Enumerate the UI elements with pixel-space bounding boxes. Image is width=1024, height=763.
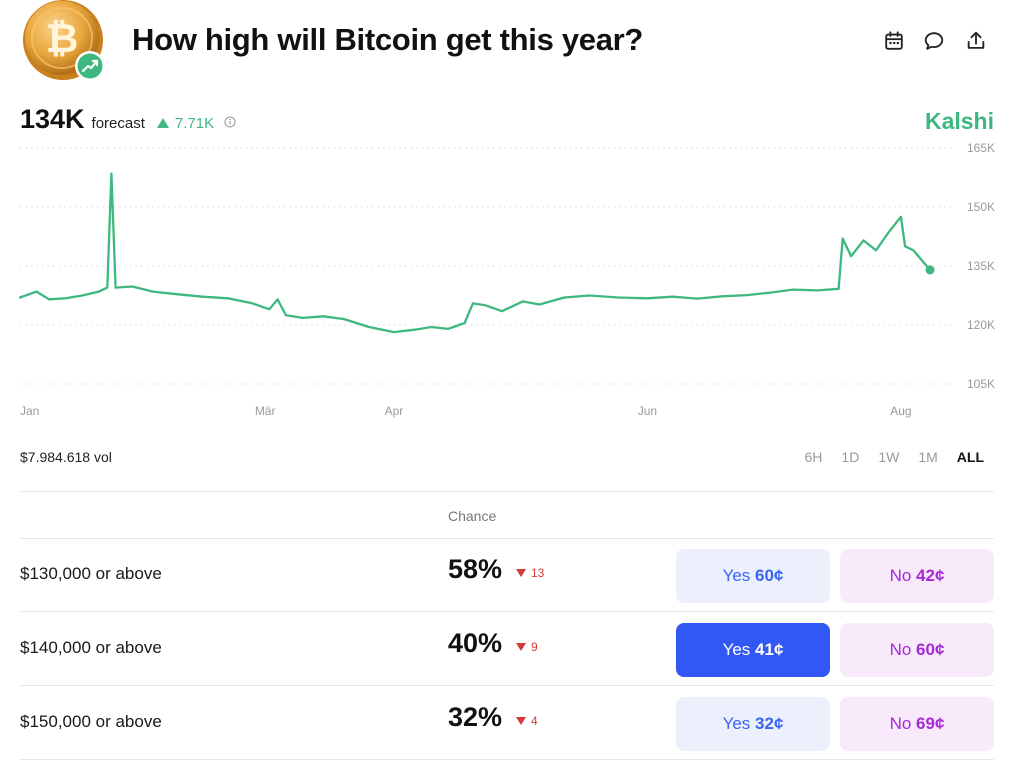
- y-axis: 165K 150K 135K 120K 105K: [967, 141, 995, 391]
- y-tick-label: 135K: [967, 259, 995, 273]
- range-all[interactable]: ALL: [956, 449, 984, 465]
- market-label: $140,000 or above: [20, 638, 162, 657]
- market-delta-value: 13: [531, 566, 545, 580]
- market-chance-delta: 13: [516, 566, 544, 580]
- divider: [20, 685, 994, 686]
- yes-price: 32¢: [755, 714, 784, 733]
- buy-yes-button[interactable]: Yes 60¢: [676, 549, 830, 603]
- market-chance: 58%: [448, 554, 503, 584]
- triangle-down-icon: [516, 569, 526, 577]
- price-chart: 165K 150K 135K 120K 105K Jan Mär Apr Jun Aug: [18, 141, 995, 418]
- no-price: 69¢: [916, 714, 945, 733]
- range-1w[interactable]: 1W: [878, 449, 900, 465]
- volume-label: $7.984.618 vol: [20, 449, 112, 465]
- yes-label: Yes: [722, 714, 751, 733]
- triangle-up-icon: [156, 118, 169, 128]
- divider: [20, 611, 994, 612]
- x-tick-label: Aug: [890, 404, 911, 418]
- market-row: $140,000 or above 40% 9 Yes 41¢ No 60¢: [0, 612, 1024, 684]
- market-delta-value: 4: [531, 714, 538, 728]
- market-label: $150,000 or above: [20, 712, 162, 731]
- forecast-label: forecast: [91, 115, 145, 132]
- brand-logo[interactable]: Kalshi: [924, 108, 994, 134]
- no-label: No: [889, 714, 912, 733]
- range-1d[interactable]: 1D: [841, 449, 860, 465]
- buy-no-button[interactable]: No 42¢: [840, 549, 994, 603]
- range-6h[interactable]: 6H: [804, 449, 823, 465]
- buy-yes-button[interactable]: Yes 41¢: [676, 623, 830, 677]
- y-tick-label: 120K: [967, 318, 995, 332]
- triangle-down-icon: [516, 643, 526, 651]
- market-row: $150,000 or above 32% 4 Yes 32¢ No 69¢: [0, 686, 1024, 758]
- yes-label: Yes: [722, 640, 751, 659]
- time-range-selector: 6H 1D 1W 1M ALL: [805, 449, 984, 465]
- share-icon[interactable]: [965, 30, 987, 52]
- market-delta-value: 9: [531, 640, 538, 654]
- page-title: How high will Bitcoin get this year?: [132, 22, 644, 57]
- divider: [20, 759, 994, 760]
- market-chance-delta: 4: [516, 714, 538, 728]
- buy-yes-button[interactable]: Yes 32¢: [676, 697, 830, 751]
- yes-price: 41¢: [755, 640, 784, 659]
- buy-no-button[interactable]: No 60¢: [840, 623, 994, 677]
- no-label: No: [889, 640, 912, 659]
- divider: [20, 538, 994, 539]
- no-price: 42¢: [916, 566, 945, 585]
- calendar-icon[interactable]: [883, 30, 905, 52]
- y-tick-label: 105K: [967, 377, 995, 391]
- forecast-summary: 134K forecast 7.71K: [20, 104, 236, 136]
- market-chance: 40%: [448, 628, 503, 658]
- chart-grid: [20, 147, 952, 385]
- x-tick-label: Jun: [638, 404, 657, 418]
- forecast-change-value: 7.71K: [174, 115, 215, 132]
- market-row: $130,000 or above 58% 13 Yes 60¢ No 42¢: [0, 538, 1024, 610]
- forecast-value: 134K: [20, 104, 85, 134]
- forecast-change: 7.71K: [156, 115, 215, 132]
- chance-column-header: Chance: [448, 508, 497, 524]
- market-chance-delta: 9: [516, 640, 538, 654]
- no-label: No: [889, 566, 912, 585]
- x-axis: Jan Mär Apr Jun Aug: [20, 404, 912, 418]
- info-icon[interactable]: [224, 116, 236, 128]
- x-tick-label: Mär: [255, 404, 276, 418]
- bitcoin-coin-icon: ₿: [23, 0, 105, 81]
- no-price: 60¢: [916, 640, 945, 659]
- divider: [20, 491, 994, 492]
- trending-up-icon: [75, 51, 105, 81]
- price-line: [18, 172, 932, 334]
- y-tick-label: 165K: [967, 141, 995, 155]
- triangle-down-icon: [516, 717, 526, 725]
- y-tick-label: 150K: [967, 200, 995, 214]
- price-endpoint-dot: [925, 265, 935, 275]
- x-tick-label: Apr: [385, 404, 404, 418]
- market-label: $130,000 or above: [20, 564, 162, 583]
- svg-text:₿: ₿: [46, 17, 79, 61]
- market-chance: 32%: [448, 702, 503, 732]
- yes-label: Yes: [722, 566, 751, 585]
- range-1m[interactable]: 1M: [918, 449, 938, 465]
- x-tick-label: Jan: [20, 404, 39, 418]
- yes-price: 60¢: [755, 566, 784, 585]
- header: ₿ How high will Bitcoin get this year?: [0, 0, 1024, 100]
- buy-no-button[interactable]: No 69¢: [840, 697, 994, 751]
- comment-icon[interactable]: [923, 30, 945, 52]
